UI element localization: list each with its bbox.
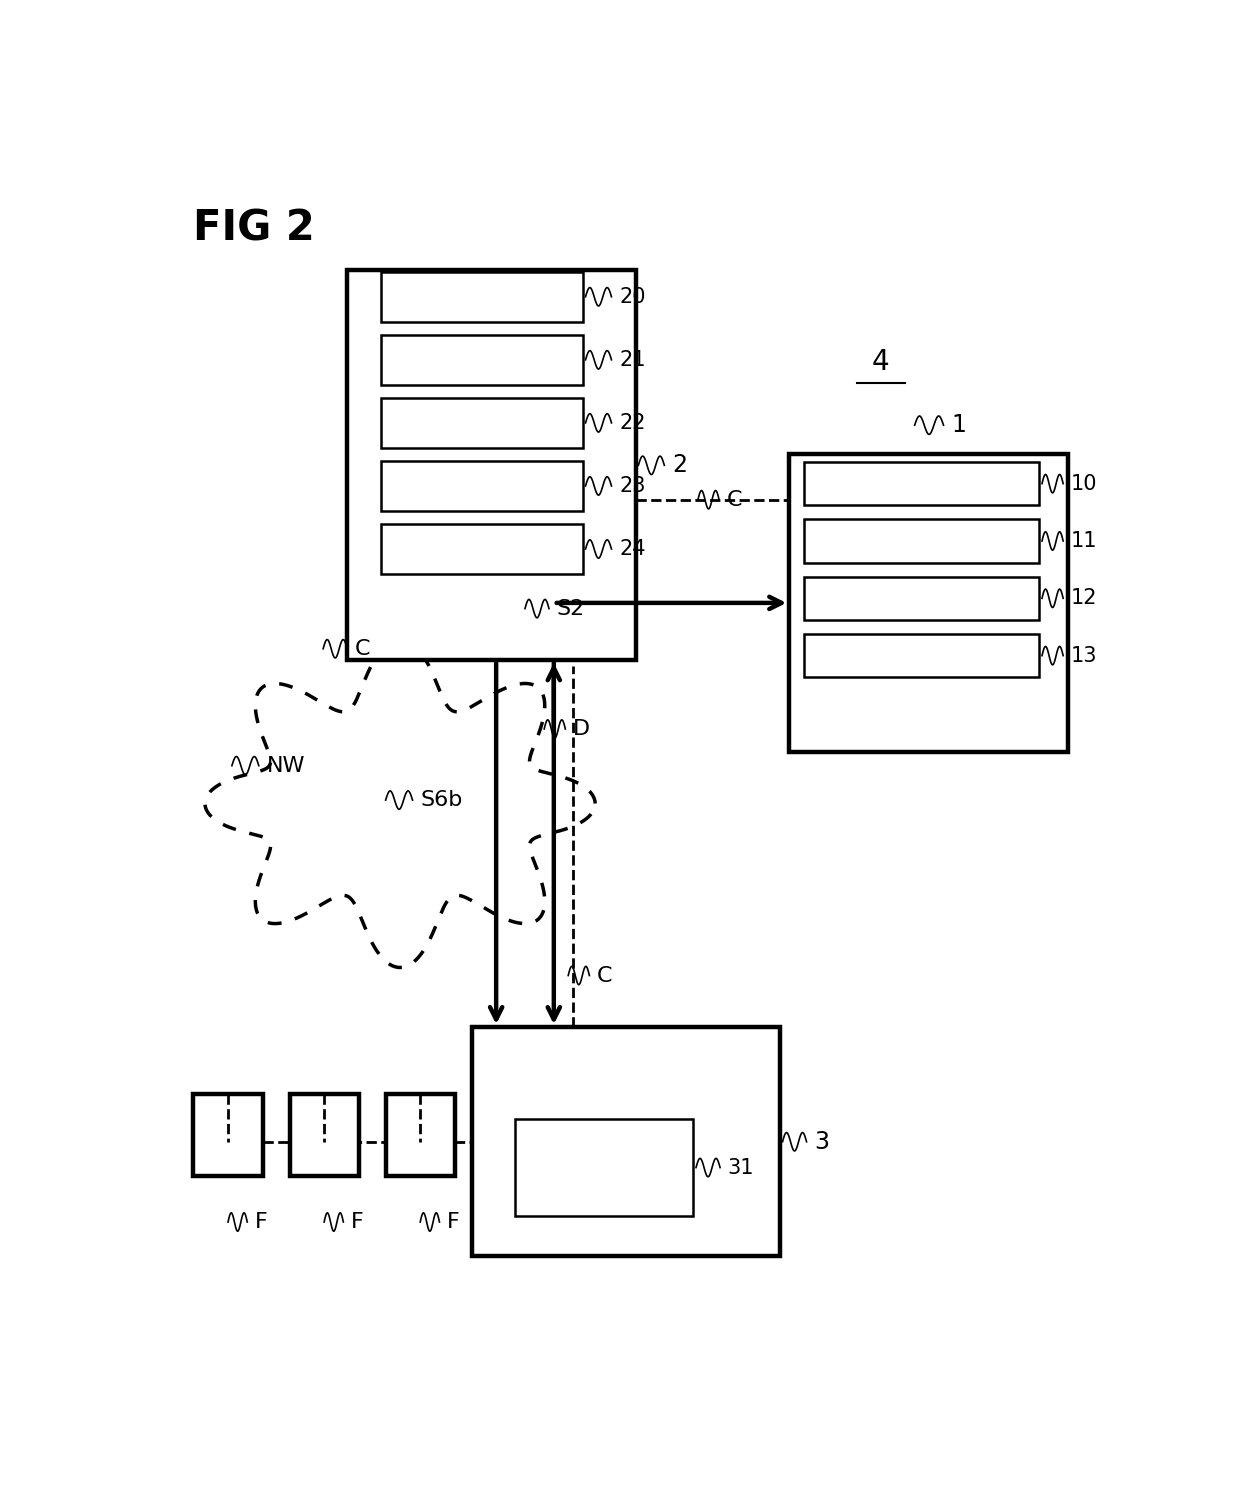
Text: 4: 4 <box>872 348 889 377</box>
Text: D: D <box>573 719 590 739</box>
Bar <box>381 524 583 575</box>
Bar <box>386 1093 455 1176</box>
Bar <box>804 520 1039 563</box>
Bar <box>804 576 1039 619</box>
Text: C: C <box>355 639 371 658</box>
Text: 23: 23 <box>619 476 646 496</box>
Text: FIG 2: FIG 2 <box>193 207 315 249</box>
Bar <box>193 1093 263 1176</box>
Text: NW: NW <box>267 756 305 776</box>
Bar <box>347 271 635 660</box>
Bar <box>381 335 583 386</box>
Bar <box>804 462 1039 505</box>
Bar <box>472 1027 780 1257</box>
Text: 12: 12 <box>1071 588 1097 609</box>
Bar <box>381 460 583 511</box>
Text: F: F <box>255 1212 268 1231</box>
Text: 31: 31 <box>728 1157 754 1178</box>
Bar <box>804 634 1039 677</box>
Text: S6b: S6b <box>420 791 463 810</box>
Text: 3: 3 <box>815 1130 830 1154</box>
Bar <box>516 1118 693 1217</box>
Text: 24: 24 <box>619 539 646 558</box>
Bar <box>290 1093 358 1176</box>
Text: 10: 10 <box>1071 474 1097 494</box>
Bar <box>381 398 583 448</box>
Text: 21: 21 <box>619 350 646 369</box>
Text: 20: 20 <box>619 287 646 307</box>
Text: 11: 11 <box>1071 532 1097 551</box>
Text: 13: 13 <box>1071 646 1097 666</box>
Text: C: C <box>596 965 613 986</box>
Text: F: F <box>448 1212 460 1231</box>
Text: F: F <box>351 1212 363 1231</box>
Text: 1: 1 <box>951 412 966 438</box>
Text: 22: 22 <box>619 412 646 433</box>
Text: 2: 2 <box>672 453 687 478</box>
Text: C: C <box>727 490 743 509</box>
Bar <box>789 454 1068 752</box>
Bar <box>381 271 583 322</box>
Text: S2: S2 <box>557 599 585 618</box>
